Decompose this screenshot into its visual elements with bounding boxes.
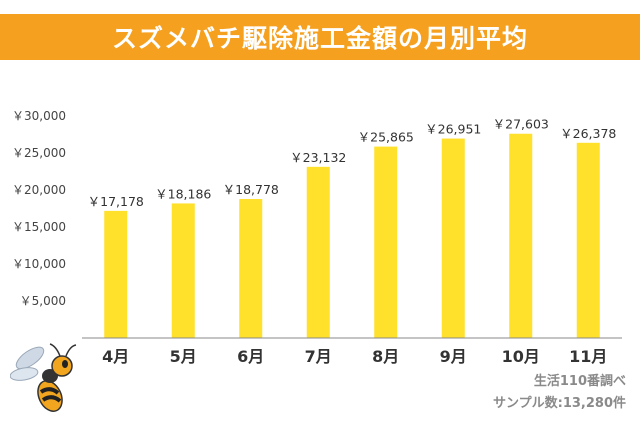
data-label: ￥23,132: [290, 150, 346, 165]
y-tick-label: ￥15,000: [12, 220, 66, 234]
x-tick-label: 7月: [305, 347, 332, 366]
data-labels: ￥17,178 ￥18,186 ￥18,778 ￥23,132 ￥25,865 ￥26,9…: [88, 117, 617, 209]
hornet-icon: [10, 343, 77, 412]
y-tick-label: ￥20,000: [12, 183, 66, 197]
title-banner: スズメバチ駆除施工金額の月別平均: [0, 14, 640, 60]
y-tick-label: ￥30,000: [12, 109, 66, 123]
bars: [104, 133, 600, 338]
source-line-2: サンプル数:13,280件: [493, 396, 626, 411]
bar: [171, 203, 195, 338]
bar: [104, 210, 128, 338]
data-label: ￥26,951: [425, 122, 481, 137]
x-tick-label: 6月: [237, 347, 264, 366]
source-line-1: 生活110番調べ: [533, 374, 626, 389]
source-note: 生活110番調べ サンプル数:13,280件: [493, 371, 626, 415]
data-label: ￥26,378: [560, 126, 616, 141]
data-label: ￥18,778: [223, 182, 279, 197]
bar: [239, 199, 263, 338]
y-axis-ticks: ￥5,000 ￥10,000 ￥15,000 ￥20,000 ￥25,000 ￥30,00…: [12, 109, 66, 308]
chart-title: スズメバチ駆除施工金額の月別平均: [111, 24, 528, 53]
bar: [374, 146, 398, 338]
x-tick-label: 11月: [569, 347, 607, 366]
x-tick-label: 8月: [372, 347, 399, 366]
y-tick-label: ￥10,000: [12, 257, 66, 271]
data-label: ￥17,178: [88, 194, 144, 209]
x-tick-label: 9月: [440, 347, 467, 366]
y-tick-label: ￥5,000: [20, 294, 66, 308]
bar: [441, 138, 465, 338]
y-tick-label: ￥25,000: [12, 146, 66, 160]
bar: [576, 142, 600, 338]
data-label: ￥27,603: [493, 117, 549, 132]
x-tick-label: 10月: [502, 347, 540, 366]
x-tick-label: 4月: [102, 347, 129, 366]
bar: [306, 166, 330, 338]
bar: [509, 133, 533, 338]
x-axis-labels: 4月 5月 6月 7月 8月 9月 10月 11月: [102, 347, 607, 366]
x-tick-label: 5月: [170, 347, 197, 366]
data-label: ￥18,186: [155, 186, 211, 201]
data-label: ￥25,865: [358, 130, 414, 145]
